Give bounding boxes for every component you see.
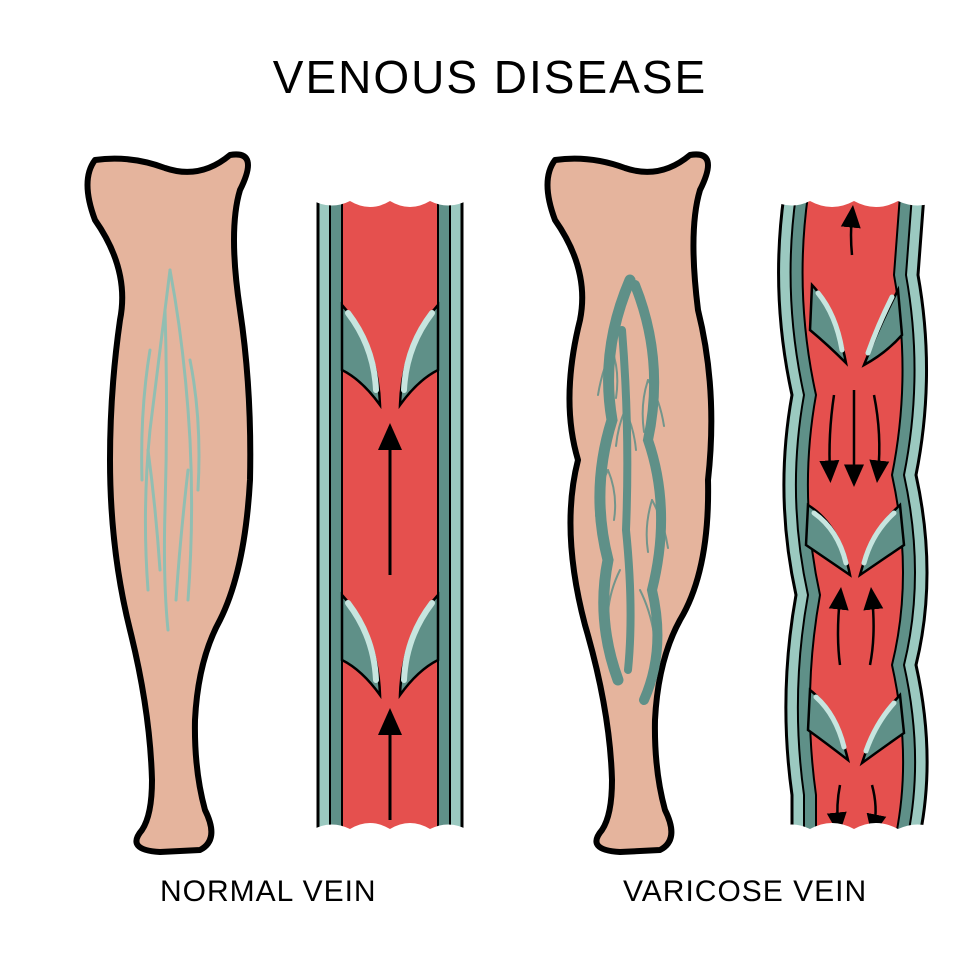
caption-normal: NORMAL VEIN (160, 875, 377, 909)
caption-varicose: VARICOSE VEIN (623, 875, 867, 909)
normal-leg-illustration (70, 150, 300, 860)
page-title: VENOUS DISEASE (0, 50, 980, 104)
leg-outline (88, 154, 251, 852)
normal-vein-crosssection (310, 195, 470, 835)
varicose-leg-illustration (530, 150, 760, 860)
varicose-vein-crosssection (770, 195, 940, 835)
